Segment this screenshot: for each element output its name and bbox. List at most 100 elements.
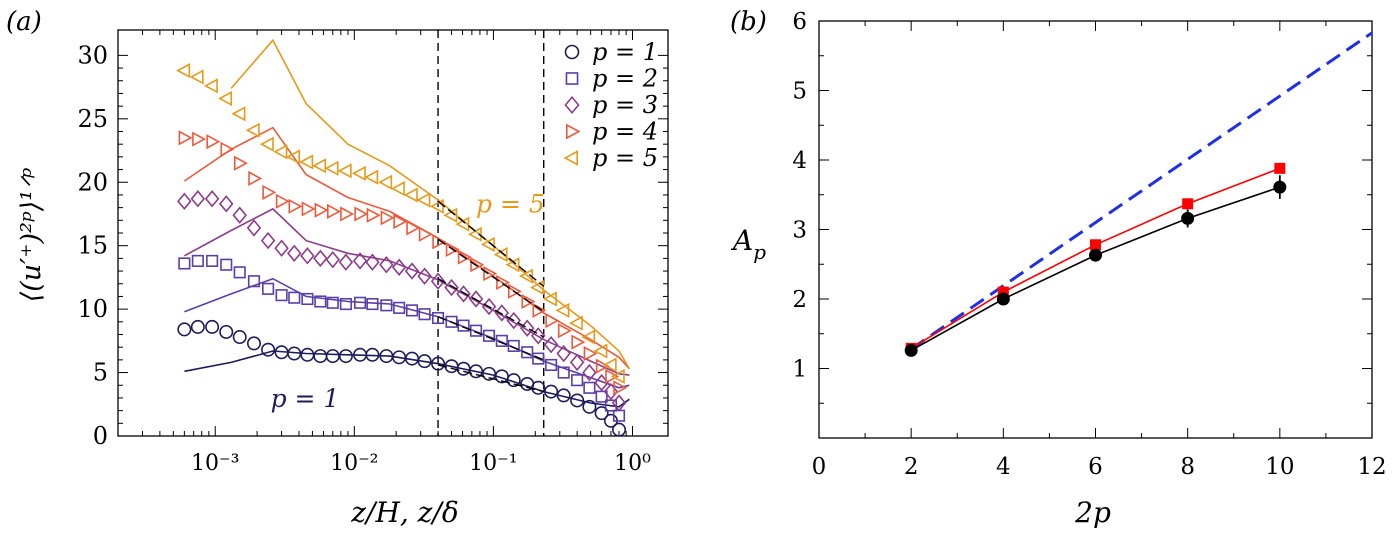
data-point	[262, 184, 277, 200]
panel-b-ylabel: Ap	[730, 224, 766, 264]
data-point	[275, 193, 290, 209]
legend-marker	[564, 95, 580, 115]
panel-b-xlabel: 2p	[1074, 496, 1111, 529]
data-point	[313, 249, 328, 268]
data-point	[445, 241, 460, 258]
data-point	[218, 90, 232, 107]
black-circle-point	[996, 292, 1010, 306]
data-point	[218, 195, 234, 213]
fit-segment	[437, 364, 544, 393]
panel-a-ytick-label: 20	[77, 168, 108, 196]
data-point	[364, 169, 379, 185]
legend-marker	[565, 123, 581, 140]
data-point	[431, 311, 445, 325]
data-point	[593, 343, 608, 359]
data-point	[468, 290, 484, 308]
data-point	[301, 292, 314, 306]
data-point	[288, 291, 301, 304]
data-point	[288, 198, 303, 214]
panel-a-xtick-label: 10⁻¹	[469, 451, 517, 476]
data-point	[365, 253, 380, 271]
data-point	[379, 256, 394, 274]
panel-b-plot	[818, 20, 1373, 439]
data-point	[483, 266, 498, 282]
data-point	[273, 144, 288, 160]
red-square-point	[1090, 239, 1101, 251]
data-point	[380, 299, 393, 312]
panel-a-label: (a)	[6, 7, 42, 37]
panel-a-xlabel: z/H, z/δ	[350, 496, 458, 529]
data-point	[206, 134, 221, 150]
data-point	[177, 192, 192, 210]
fit-segment	[437, 278, 545, 338]
data-point	[178, 130, 193, 146]
data-point	[482, 366, 497, 381]
panel-b-tick-labels: 0 2 4 6 8 10 12 1 2 3 4 5 6	[792, 9, 1386, 480]
data-point	[300, 347, 315, 362]
data-point	[469, 324, 483, 337]
panel-b-xtick-label: 10	[1265, 454, 1294, 480]
data-point	[245, 122, 260, 138]
data-point	[470, 257, 485, 273]
panel-a-xtick-label: 10⁻³	[191, 451, 239, 476]
legend-marker	[564, 44, 580, 60]
black-circle-point	[1181, 211, 1195, 225]
data-point	[190, 319, 205, 334]
data-point	[556, 344, 571, 363]
panel-a-ytick-label: 10	[77, 295, 108, 323]
panel-a-plot	[117, 29, 669, 437]
data-point	[206, 254, 219, 267]
data-point	[326, 296, 339, 309]
data-point	[403, 187, 418, 203]
series-line	[183, 126, 630, 370]
panel-a-ytick-label: 25	[77, 105, 108, 133]
data-point	[325, 349, 340, 364]
data-point	[247, 275, 261, 288]
data-point	[275, 289, 288, 302]
data-point	[594, 406, 609, 421]
data-point	[246, 336, 261, 351]
data-point	[176, 63, 191, 79]
data-point	[393, 214, 408, 230]
panel-a-ytick-label: 30	[77, 41, 108, 69]
data-point	[431, 356, 446, 371]
data-point	[393, 301, 406, 314]
data-point	[352, 252, 368, 270]
annotation-p5: p = 5	[476, 190, 545, 219]
data-point	[543, 335, 559, 354]
panel-a-ytick-label: 0	[93, 422, 108, 450]
panel-b-ytick-label: 3	[792, 218, 807, 244]
data-point	[287, 346, 302, 361]
panel-b-ytick-label: 2	[792, 287, 807, 313]
reference-dashed-line	[910, 31, 1373, 351]
data-point	[507, 283, 522, 299]
data-point	[544, 384, 559, 399]
data-point	[299, 154, 314, 170]
data-point	[416, 192, 431, 208]
data-point	[325, 250, 341, 269]
data-point	[248, 170, 263, 186]
black-circle-point	[1089, 248, 1102, 262]
data-point	[418, 308, 431, 321]
data-point	[611, 394, 627, 412]
data-point	[231, 106, 246, 122]
panel-b-xtick-label: 2	[904, 454, 919, 480]
data-point	[496, 274, 511, 291]
panel-b-xtick-label: 6	[1088, 454, 1103, 480]
data-point	[430, 272, 446, 290]
data-point	[603, 382, 619, 401]
data-point	[583, 381, 596, 394]
data-point	[301, 201, 316, 217]
data-point	[338, 253, 354, 271]
data-point	[568, 315, 583, 331]
data-point	[366, 297, 379, 311]
data-point	[469, 364, 484, 379]
data-point	[506, 373, 521, 388]
data-point	[605, 368, 620, 384]
data-point	[532, 352, 545, 365]
data-point	[557, 323, 572, 339]
data-point	[507, 339, 520, 352]
data-point	[190, 190, 206, 208]
data-point	[337, 163, 352, 179]
data-point	[583, 345, 598, 362]
